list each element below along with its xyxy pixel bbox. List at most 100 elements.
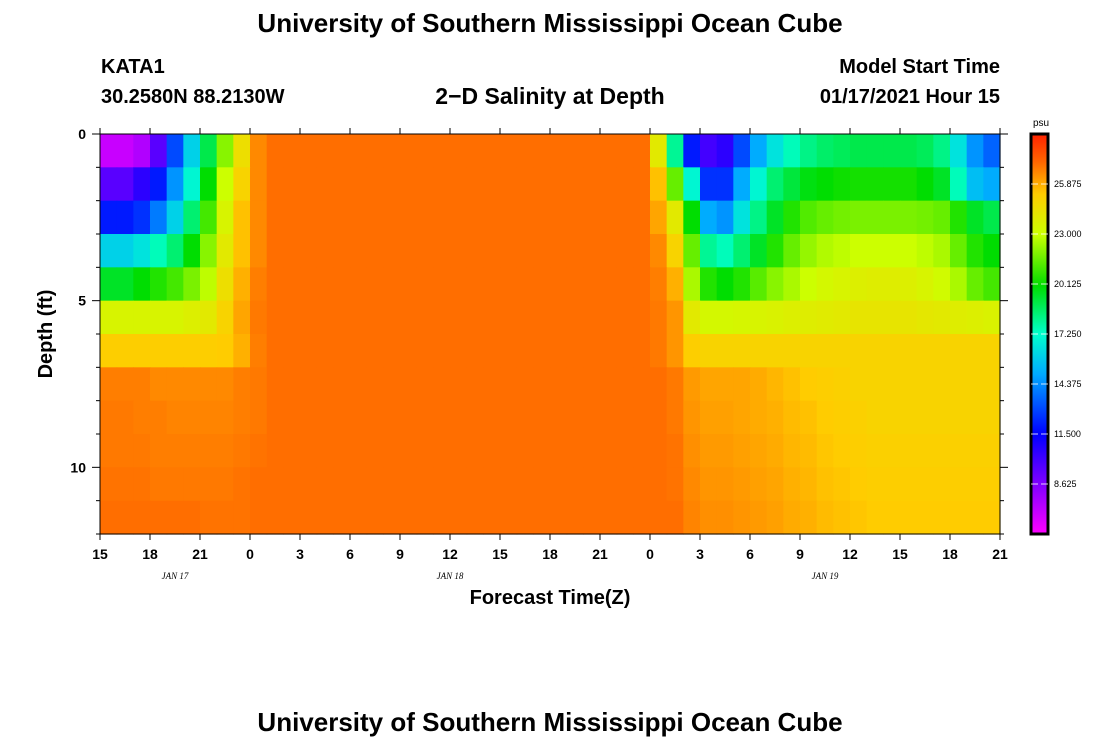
- heatmap-cell: [100, 400, 118, 435]
- heatmap-cell: [183, 234, 201, 268]
- heatmap-cell: [350, 334, 368, 368]
- model-start-value: 01/17/2021 Hour 15: [819, 86, 1000, 108]
- heatmap-cell: [350, 500, 368, 535]
- heatmap-cell: [850, 500, 868, 535]
- heatmap-cell: [550, 467, 568, 502]
- heatmap-cell: [216, 200, 234, 235]
- heatmap-cell: [383, 300, 401, 335]
- heatmap-cell: [366, 334, 384, 368]
- heatmap-cell: [383, 334, 401, 368]
- heatmap-cell: [933, 234, 951, 268]
- heatmap-cell: [916, 167, 934, 202]
- heatmap-cell: [316, 400, 334, 435]
- heatmap-cell: [366, 300, 384, 335]
- heatmap-cell: [916, 500, 934, 535]
- heatmap-cell: [950, 234, 968, 268]
- heatmap-cell: [100, 467, 118, 502]
- heatmap-cell: [666, 200, 684, 235]
- heatmap-cell: [600, 267, 618, 302]
- heatmap-cell: [766, 500, 784, 535]
- heatmap-cell: [333, 300, 351, 335]
- heatmap-cell: [133, 267, 151, 302]
- heatmap-cell: [850, 300, 868, 335]
- heatmap-cell: [350, 400, 368, 435]
- heatmap-cell: [316, 334, 334, 368]
- heatmap-cell: [700, 334, 718, 368]
- heatmap-cell: [866, 267, 884, 302]
- heatmap-cell: [466, 334, 484, 368]
- x-tick-label: 18: [942, 546, 958, 562]
- heatmap-cell: [933, 500, 951, 535]
- heatmap-cell: [200, 167, 218, 202]
- heatmap-cell: [533, 234, 551, 268]
- heatmap-cell: [650, 200, 668, 235]
- heatmap-cell: [233, 367, 251, 402]
- x-tick-label: 3: [696, 546, 704, 562]
- heatmap-cell: [616, 300, 634, 335]
- heatmap-cell: [483, 500, 501, 535]
- heatmap-cell: [616, 134, 634, 168]
- heatmap-cell: [266, 467, 284, 502]
- heatmap-cell: [300, 167, 318, 202]
- heatmap-cell: [933, 300, 951, 335]
- heatmap-cell: [166, 334, 184, 368]
- heatmap-cell: [816, 400, 834, 435]
- heatmap-cell: [950, 467, 968, 502]
- heatmap-cell: [350, 200, 368, 235]
- heatmap-cell: [483, 300, 501, 335]
- heatmap-cell: [250, 334, 268, 368]
- heatmap-cell: [383, 400, 401, 435]
- heatmap-cell: [850, 134, 868, 168]
- heatmap-cell: [983, 134, 1001, 168]
- heatmap-cell: [666, 400, 684, 435]
- heatmap-cell: [200, 434, 218, 468]
- heatmap-cell: [866, 334, 884, 368]
- date-label: JAN 17: [162, 571, 189, 581]
- heatmap-cell: [533, 467, 551, 502]
- heatmap-cell: [766, 367, 784, 402]
- heatmap-cell: [600, 234, 618, 268]
- heatmap-cell: [866, 134, 884, 168]
- heatmap-cell: [416, 134, 434, 168]
- heatmap-cell: [116, 467, 134, 502]
- heatmap-cell: [733, 334, 751, 368]
- heatmap-cell: [666, 234, 684, 268]
- heatmap-cell: [750, 434, 768, 468]
- heatmap-cell: [916, 200, 934, 235]
- heatmap-cell: [733, 300, 751, 335]
- heatmap-cell: [250, 200, 268, 235]
- heatmap-cell: [466, 134, 484, 168]
- chart-subtitle: 2−D Salinity at Depth: [435, 83, 665, 109]
- heatmap-cell: [900, 467, 918, 502]
- heatmap-cell: [333, 367, 351, 402]
- heatmap-cell: [316, 234, 334, 268]
- heatmap-cell: [116, 400, 134, 435]
- heatmap-cell: [166, 234, 184, 268]
- heatmap-cell: [600, 500, 618, 535]
- heatmap-cell: [550, 167, 568, 202]
- heatmap-cell: [516, 400, 534, 435]
- heatmap-cell: [516, 134, 534, 168]
- heatmap-cell: [783, 234, 801, 268]
- heatmap-cell: [333, 467, 351, 502]
- heatmap-cell: [750, 134, 768, 168]
- heatmap-cell: [216, 500, 234, 535]
- heatmap-cell: [950, 200, 968, 235]
- x-tick-label: 0: [646, 546, 654, 562]
- heatmap-cell: [683, 167, 701, 202]
- heatmap-cell: [383, 500, 401, 535]
- heatmap-cell: [566, 400, 584, 435]
- heatmap-cell: [716, 334, 734, 368]
- heatmap-cell: [966, 467, 984, 502]
- heatmap-cell: [900, 434, 918, 468]
- heatmap-cell: [416, 400, 434, 435]
- heatmap-cell: [366, 234, 384, 268]
- heatmap-cell: [233, 300, 251, 335]
- x-tick-label: 12: [442, 546, 458, 562]
- heatmap-cell: [816, 300, 834, 335]
- heatmap-cell: [583, 500, 601, 535]
- heatmap-cell: [133, 500, 151, 535]
- heatmap-cell: [450, 167, 468, 202]
- heatmap-cell: [316, 167, 334, 202]
- heatmap-cell: [933, 267, 951, 302]
